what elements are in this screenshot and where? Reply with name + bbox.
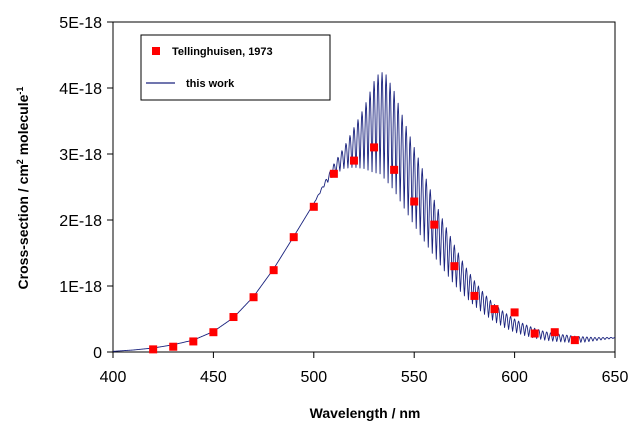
y-tick-label: 4E-18 <box>59 81 102 98</box>
y-axis-title-sup2: -1 <box>15 87 25 95</box>
x-tick-label: 650 <box>602 369 629 386</box>
x-tick-label: 450 <box>200 369 227 386</box>
x-axis-title: Wavelength / nm <box>310 405 421 421</box>
y-tick-label: 3E-18 <box>59 147 102 164</box>
data-point <box>349 156 358 165</box>
data-point <box>510 308 519 317</box>
x-tick-label: 400 <box>100 369 127 386</box>
data-point <box>329 169 338 178</box>
y-tick-label: 0 <box>93 345 102 362</box>
data-point <box>410 197 419 206</box>
y-tick-label: 2E-18 <box>59 213 102 230</box>
data-point <box>450 262 459 271</box>
y-tick-label: 1E-18 <box>59 279 102 296</box>
x-tick-label: 500 <box>300 369 327 386</box>
data-point <box>289 233 298 242</box>
y-axis-ticks: 0 1E-18 2E-18 3E-18 4E-18 5E-18 <box>59 15 113 362</box>
data-point <box>269 266 278 275</box>
series-tellinghuisen <box>149 143 579 354</box>
y-axis-title-part2: molecule <box>15 94 31 159</box>
plot-area-border <box>112 21 616 353</box>
data-point <box>430 220 439 229</box>
data-point <box>189 337 198 346</box>
data-point <box>390 165 399 174</box>
data-point <box>530 329 539 338</box>
x-tick-label: 550 <box>401 369 428 386</box>
y-axis-title-part1: Cross-section / cm <box>15 164 31 289</box>
data-point <box>229 313 238 322</box>
data-point <box>370 143 379 152</box>
series-line-this-work <box>112 72 616 352</box>
y-axis-title-sup1: 2 <box>15 159 25 164</box>
y-axis-title: Cross-section / cm2 molecule-1 <box>15 87 31 290</box>
data-point <box>209 328 218 337</box>
data-point <box>550 328 559 337</box>
series-this-work <box>112 72 616 352</box>
legend-marker-swatch <box>152 47 160 55</box>
data-point <box>309 202 318 211</box>
data-point <box>149 345 158 354</box>
plot-frame <box>112 21 616 353</box>
data-point <box>470 291 479 300</box>
legend-box <box>140 34 331 101</box>
data-point <box>570 336 579 345</box>
y-tick-label: 5E-18 <box>59 15 102 32</box>
data-point <box>169 342 178 351</box>
legend: Tellinghuisen, 1973 this work <box>140 34 331 101</box>
x-tick-label: 600 <box>501 369 528 386</box>
legend-label-this-work: this work <box>186 78 235 90</box>
data-point <box>249 293 258 302</box>
legend-label-tellinghuisen: Tellinghuisen, 1973 <box>172 46 273 58</box>
x-axis-ticks: 400 450 500 550 600 650 <box>100 352 629 386</box>
data-point <box>490 305 499 314</box>
